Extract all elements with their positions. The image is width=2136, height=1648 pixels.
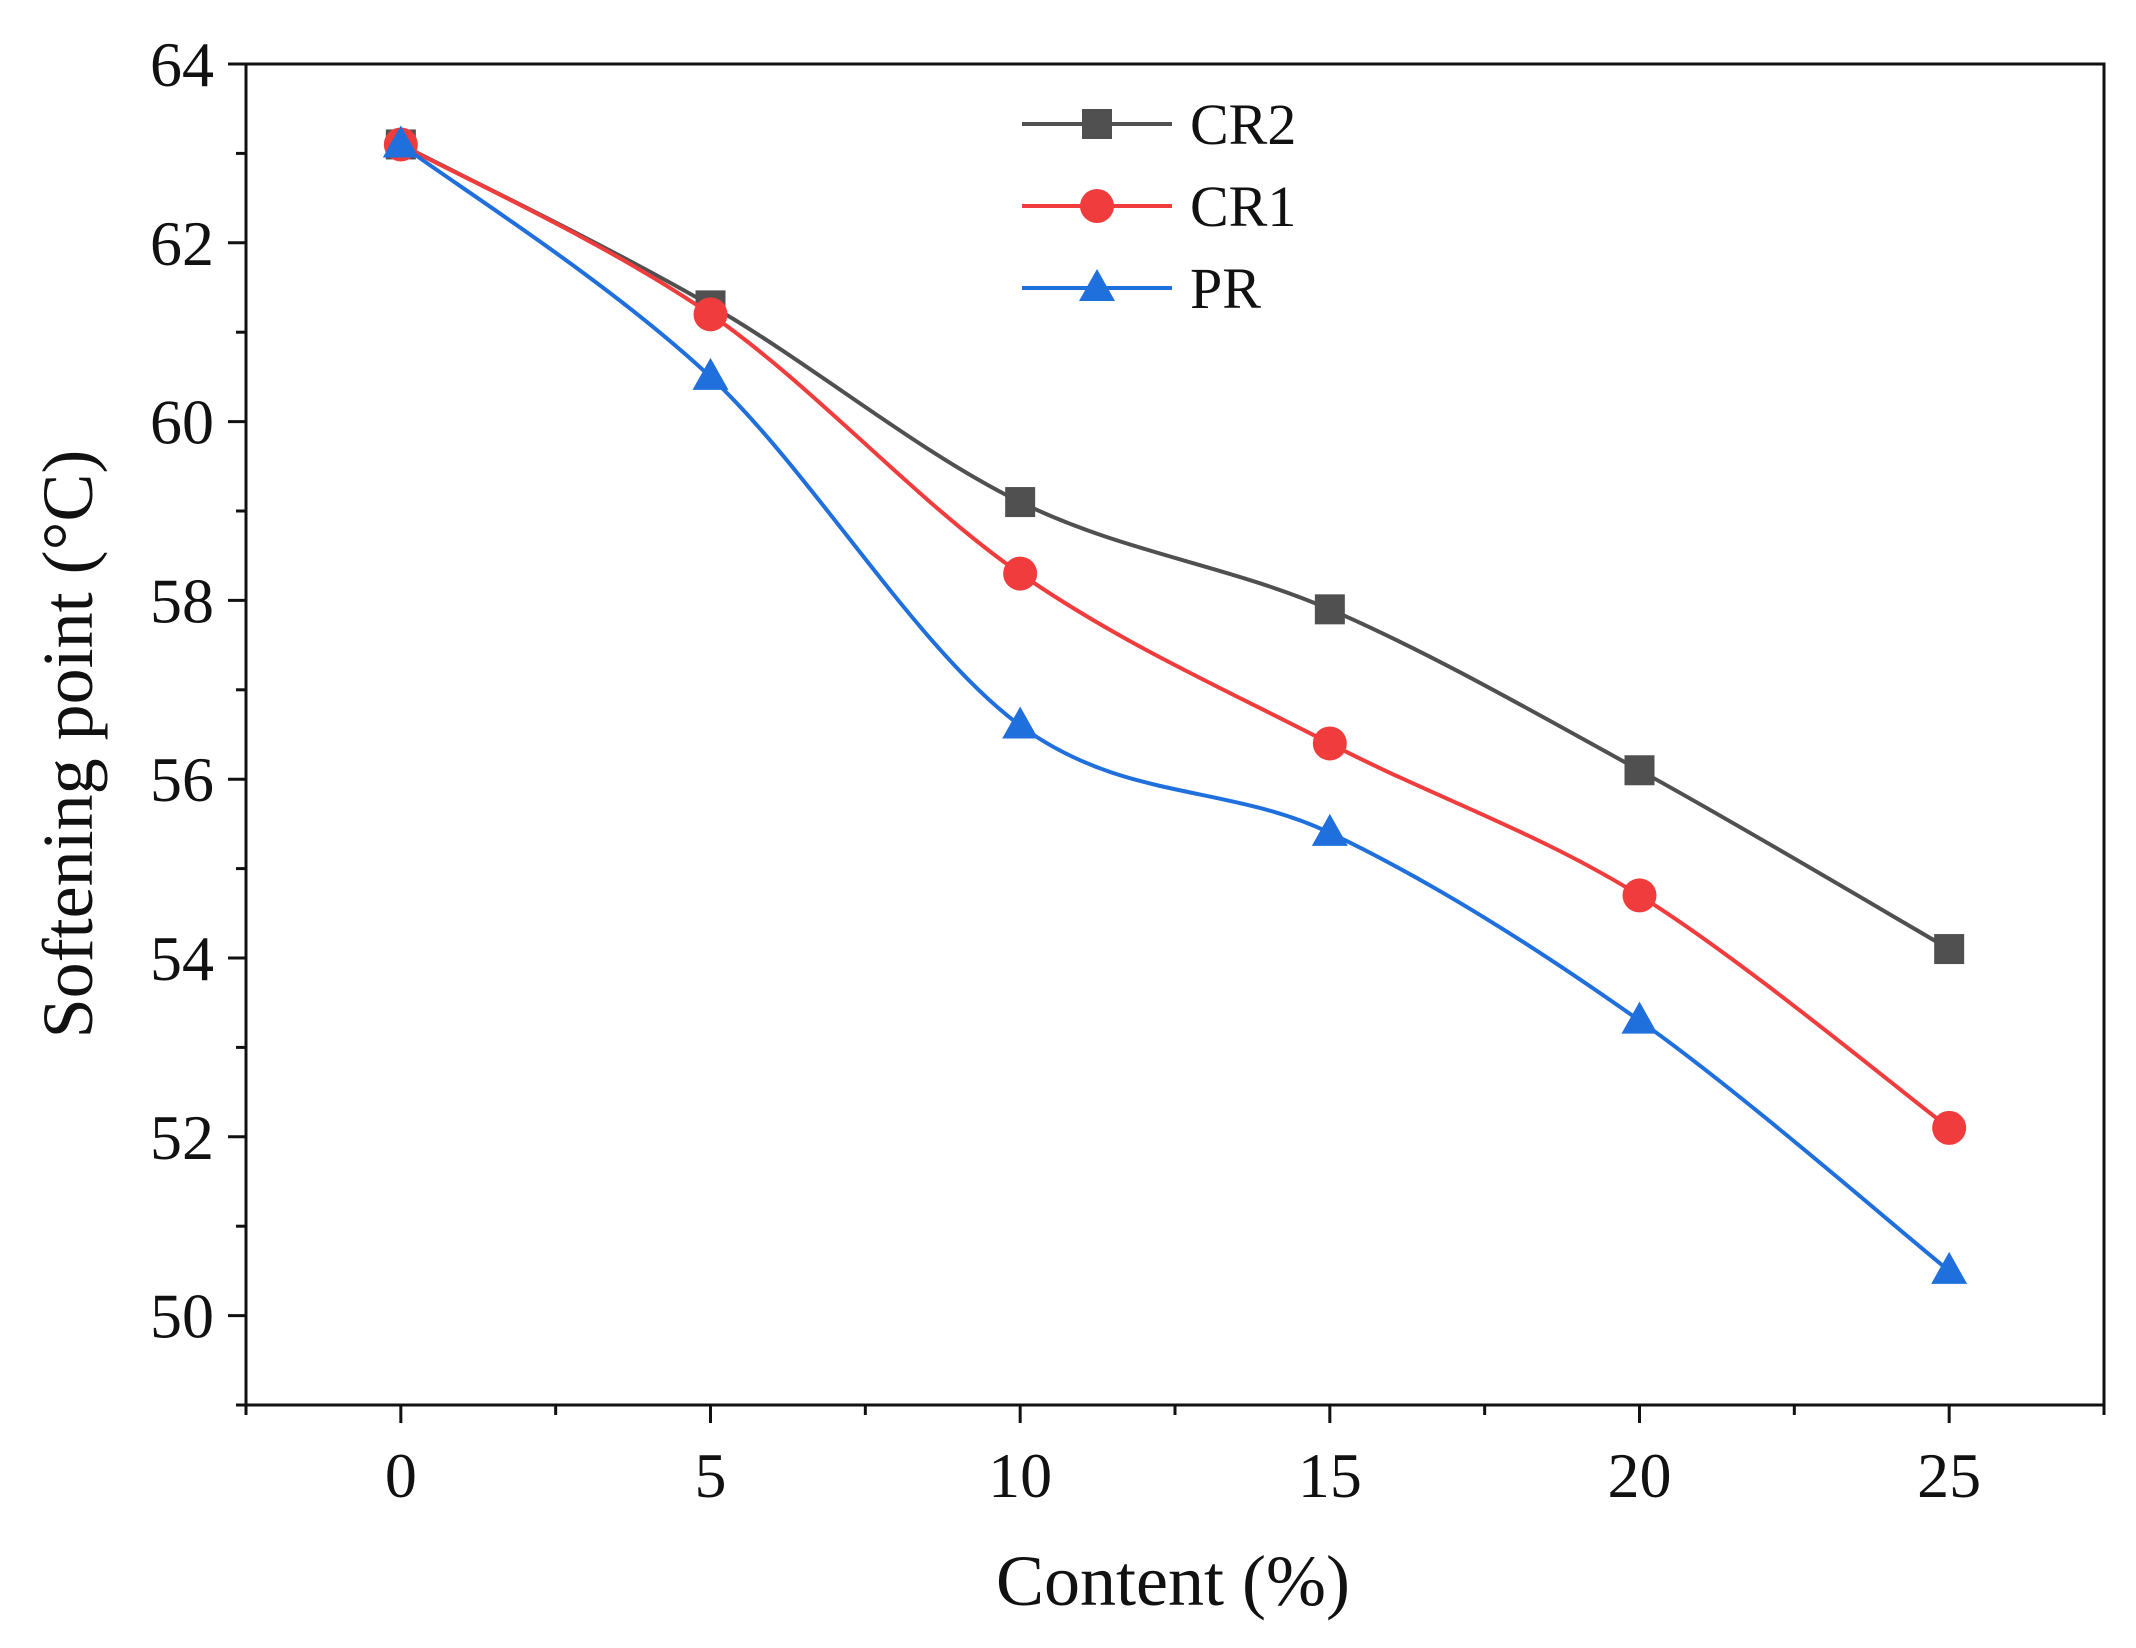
data-point-pr — [382, 125, 419, 158]
legend: CR2 CR1 PR — [1022, 92, 1296, 321]
series-cr1 — [383, 127, 1967, 1145]
y-tick-label: 60 — [150, 387, 214, 458]
data-point-cr2 — [1314, 594, 1345, 625]
x-tick-label: 5 — [695, 1440, 727, 1511]
data-point-cr1 — [1003, 556, 1038, 591]
legend-label: CR2 — [1190, 92, 1296, 157]
y-tick-label: 56 — [150, 744, 214, 815]
data-point-pr — [692, 357, 729, 390]
legend-marker — [1079, 269, 1115, 301]
legend-item-cr2: CR2 — [1022, 92, 1296, 157]
data-point-cr2 — [1934, 934, 1965, 965]
x-tick-label: 0 — [385, 1440, 417, 1511]
data-point-cr1 — [693, 297, 728, 332]
series-layer — [382, 125, 1968, 1284]
x-tick-label: 10 — [988, 1440, 1052, 1511]
y-tick-label: 58 — [150, 565, 214, 636]
y-tick-label: 64 — [150, 29, 214, 100]
x-axis-title: Content (%) — [996, 1541, 1350, 1621]
legend-label: PR — [1190, 256, 1261, 321]
y-tick-label: 54 — [150, 923, 214, 994]
data-point-cr1 — [1932, 1110, 1967, 1145]
data-point-pr — [1621, 1001, 1658, 1034]
data-point-cr2 — [1005, 487, 1036, 518]
legend-label: CR1 — [1190, 174, 1296, 239]
series-pr — [382, 125, 1968, 1284]
series-line-cr1 — [399, 142, 1951, 1130]
data-point-cr2 — [1624, 755, 1655, 786]
legend-marker — [1082, 109, 1112, 139]
legend-item-cr1: CR1 — [1022, 174, 1296, 239]
axes: 50 52 54 56 58 60 62 64 0 5 10 15 20 25 — [150, 29, 2106, 1511]
x-tick-label: 25 — [1917, 1440, 1981, 1511]
series-line-cr2 — [399, 142, 1951, 951]
y-axis-title: Softening point (°C) — [28, 450, 108, 1039]
series-cr2 — [385, 129, 1965, 965]
series-line-pr — [399, 142, 1951, 1273]
legend-item-pr: PR — [1022, 256, 1261, 321]
y-tick-label: 52 — [150, 1102, 214, 1173]
data-point-cr1 — [1622, 878, 1657, 913]
x-tick-label: 20 — [1608, 1440, 1672, 1511]
data-point-pr — [1931, 1251, 1968, 1284]
y-tick-label: 62 — [150, 208, 214, 279]
data-point-cr1 — [1312, 726, 1347, 761]
x-tick-label: 15 — [1298, 1440, 1362, 1511]
legend-marker — [1080, 189, 1114, 223]
plot-frame — [244, 62, 2106, 1407]
data-point-pr — [1002, 706, 1039, 739]
data-point-pr — [1311, 813, 1348, 846]
y-tick-label: 50 — [150, 1281, 214, 1352]
